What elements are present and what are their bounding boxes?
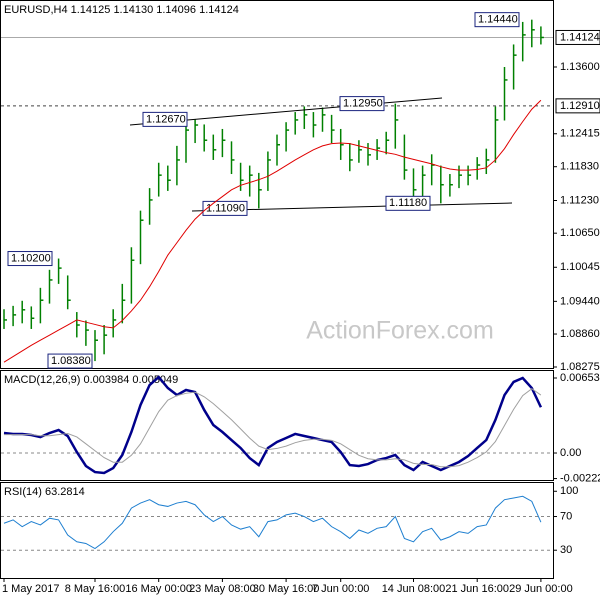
y-tick-label: 0.006534: [560, 372, 600, 384]
y-tick-label: 1.10650: [560, 227, 600, 239]
x-tick-label: 7 Jun 00:00: [312, 583, 370, 595]
panel-title: MACD(12,26,9) 0.003984 0.005049: [4, 374, 178, 386]
series-line: [3, 495, 542, 550]
annotation-box: [142, 111, 188, 127]
y-tick-label: 1.12415: [560, 128, 600, 140]
y-tick-label: 1.08275: [560, 361, 600, 373]
x-tick-label: 30 May 16:00: [253, 583, 320, 595]
panel-border: [0, 0, 554, 369]
panel-title: EURUSD,H4 1.14125 1.14130 1.14096 1.1412…: [4, 4, 239, 16]
panel-border: [0, 482, 554, 579]
y-tick-label: 70: [560, 510, 572, 522]
annotation-box: [474, 12, 520, 28]
annotation-box: [385, 195, 431, 211]
x-tick-label: 8 May 16:00: [65, 583, 126, 595]
y-tick-label: 1.09440: [560, 295, 600, 307]
series-line: [3, 99, 542, 363]
y-tick-label: 1.11230: [560, 194, 599, 206]
x-tick-label: 14 Jun 08:00: [382, 583, 446, 595]
annotation-label: 1.10200: [11, 252, 51, 264]
last-price-box: [555, 29, 600, 45]
x-tick-label: 16 May 00:00: [125, 583, 192, 595]
annotation-box: [202, 200, 248, 216]
annotation-label: 1.11180: [389, 197, 427, 209]
annotation-label: 1.12670: [146, 113, 186, 125]
series-line: [3, 375, 543, 475]
annotation-box: [339, 96, 385, 112]
y-tick-label: 1.11830: [560, 161, 599, 173]
y-tick-label: 30: [560, 544, 572, 556]
annotation-label: 1.08380: [51, 355, 91, 367]
x-tick-label: 23 May 08:00: [189, 583, 256, 595]
y-tick-label: 1.13600: [560, 61, 600, 73]
y-tick-label: 1.10045: [560, 261, 600, 273]
y-tick-label: 0.00: [560, 447, 581, 459]
annotation-label: 1.14440: [478, 14, 518, 26]
x-tick-label: 1 May 2017: [2, 583, 59, 595]
annotation-label: 1.11090: [206, 202, 245, 214]
level-box: [555, 98, 600, 114]
annotation-box: [47, 353, 93, 369]
y-tick-label: 100: [560, 485, 578, 497]
series-line: [4, 388, 542, 468]
annotation-label: 1.12950: [343, 98, 383, 110]
panel-border: [0, 370, 554, 481]
last-price-label: 1.14124: [560, 31, 600, 43]
y-tick-label: -0.002226: [560, 472, 600, 484]
watermark: ActionForex.com: [306, 317, 494, 345]
x-tick-label: 21 Jun 16:00: [445, 583, 509, 595]
annotation-box: [7, 251, 53, 267]
x-tick-label: 29 Jun 00:00: [509, 583, 573, 595]
y-tick-label: 1.08860: [560, 328, 600, 340]
panel-title: RSI(14) 63.2814: [4, 486, 85, 498]
level-label: 1.12910: [560, 100, 600, 112]
